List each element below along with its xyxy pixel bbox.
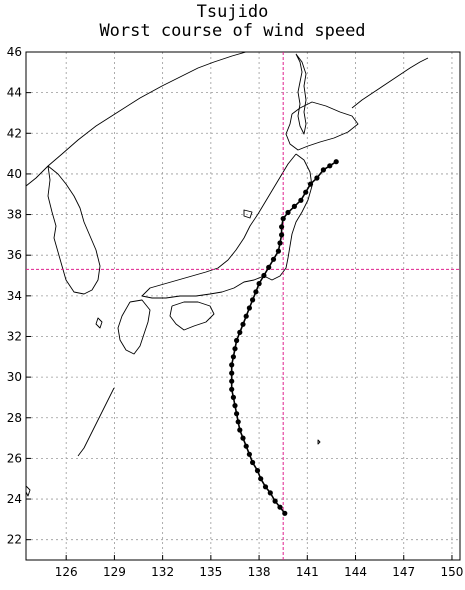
track-point <box>298 197 304 203</box>
honshu-coast <box>141 153 313 299</box>
track-point <box>279 232 285 238</box>
track-point <box>229 378 235 384</box>
y-tick-label: 30 <box>7 370 22 384</box>
y-tick-label: 26 <box>7 451 22 465</box>
y-tick-label: 24 <box>7 492 22 506</box>
x-tick-label: 135 <box>199 565 222 579</box>
track-point <box>246 305 252 311</box>
track-point <box>235 419 241 425</box>
x-tick-label: 132 <box>151 565 174 579</box>
track-point <box>246 451 252 457</box>
track-point <box>258 476 264 482</box>
map-title-line1: Tsujido <box>196 2 269 22</box>
plot-frame <box>25 51 461 561</box>
track-point <box>240 435 246 441</box>
hokkaido-coast <box>285 101 359 151</box>
y-tick-label: 44 <box>7 86 22 100</box>
track-point <box>229 370 235 376</box>
axis-frame <box>25 51 461 561</box>
y-tick-label: 46 <box>7 45 22 59</box>
track-point <box>229 386 235 392</box>
mainland-coast <box>26 52 247 187</box>
kuril-coast <box>351 57 429 109</box>
track-point <box>282 510 288 516</box>
track-point <box>314 175 320 181</box>
ryukyu-coast <box>77 387 115 457</box>
y-tick-label: 36 <box>7 248 22 262</box>
x-tick-label: 138 <box>248 565 271 579</box>
y-tick-label: 40 <box>7 167 22 181</box>
x-tick-label: 129 <box>103 565 126 579</box>
y-tick-label: 34 <box>7 289 22 303</box>
x-tick-label: 150 <box>441 565 464 579</box>
y-tick-label: 28 <box>7 411 22 425</box>
track-point <box>280 216 286 222</box>
track-point <box>250 297 256 303</box>
track-point <box>272 498 278 504</box>
track-point <box>307 181 314 187</box>
x-tick-label: 144 <box>344 565 367 579</box>
shikoku-coast <box>169 301 215 331</box>
track-point <box>277 504 283 510</box>
track-point <box>277 240 283 246</box>
station-crosshair <box>26 52 460 560</box>
y-tick-label: 42 <box>7 126 22 140</box>
y-tick-label: 32 <box>7 329 22 343</box>
track-point <box>275 248 281 254</box>
track-point <box>303 189 309 195</box>
track-point <box>254 468 261 474</box>
tsushima-coast <box>95 317 103 329</box>
track-point <box>279 224 285 230</box>
track-point <box>230 354 236 360</box>
track-point <box>270 256 277 262</box>
track-point <box>267 490 273 496</box>
track-point <box>234 337 240 344</box>
x-tick-label: 126 <box>55 565 78 579</box>
track-point <box>229 362 235 368</box>
track-point <box>261 272 267 279</box>
sakhalin-coast <box>295 53 307 135</box>
korea-coast <box>47 165 101 295</box>
track-point <box>243 313 249 319</box>
map-title-line2: Worst course of wind speed <box>99 21 366 41</box>
track-point <box>230 394 236 400</box>
track-point <box>232 403 238 409</box>
sado-coast <box>243 209 253 219</box>
track-point <box>232 346 238 352</box>
typhoon-track <box>229 159 339 516</box>
track-point <box>320 167 326 173</box>
track-point <box>262 484 269 490</box>
track-point <box>250 459 256 466</box>
taiwan-coast <box>26 485 31 497</box>
grid-lines <box>26 51 460 560</box>
track-point <box>234 411 240 417</box>
track-point <box>240 321 246 327</box>
track-point <box>266 264 272 270</box>
x-tick-label: 141 <box>296 565 319 579</box>
y-tick-label: 22 <box>7 533 22 547</box>
y-tick-label: 38 <box>7 208 22 222</box>
track-point <box>243 443 249 449</box>
kyushu-coast <box>117 299 151 355</box>
coastlines <box>26 52 429 497</box>
track-point <box>237 427 243 433</box>
track-point <box>285 209 291 216</box>
track-point <box>333 159 339 165</box>
track-point <box>291 203 297 209</box>
x-tick-label: 147 <box>392 565 415 579</box>
track-point <box>256 281 262 287</box>
track-point <box>237 329 243 335</box>
track-point <box>253 289 259 295</box>
track-point <box>327 163 333 169</box>
axis-tick-labels: 126 129 132 135 138 141 144 147 150 22 24 26 28 30 32 3… <box>7 45 464 579</box>
izu-island-1 <box>317 439 321 445</box>
